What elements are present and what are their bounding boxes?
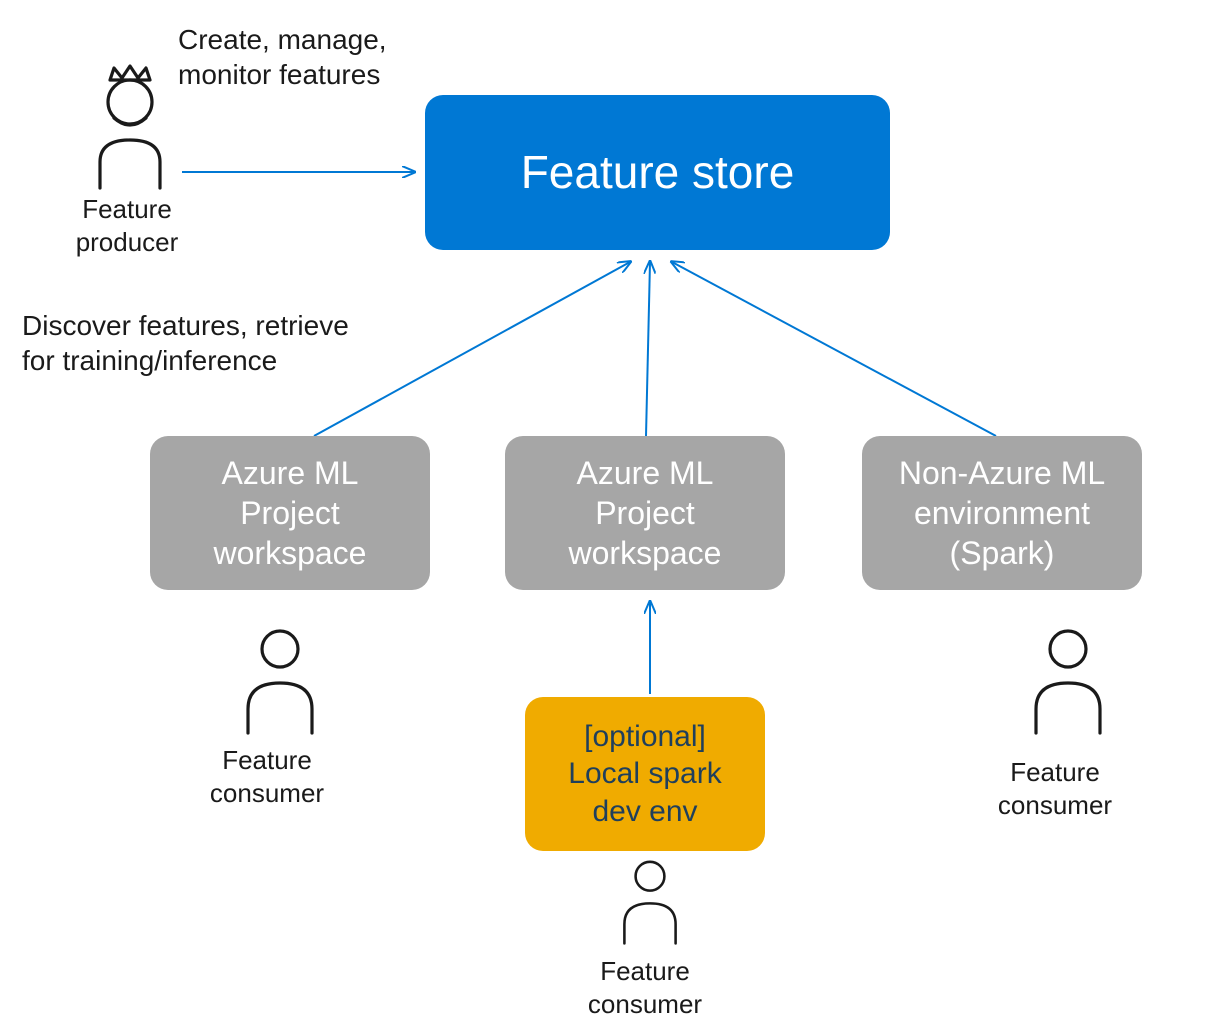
feature-store-diagram: Feature store Azure MLProjectworkspace A…: [0, 0, 1213, 1031]
top-caption: Create, manage,monitor features: [178, 22, 438, 92]
consumer-left-caption-text: Featureconsumer: [210, 745, 324, 808]
producer-caption-text: Featureproducer: [76, 194, 179, 257]
consumer-left-caption: Featureconsumer: [182, 744, 352, 809]
consumer-right-caption: Featureconsumer: [970, 756, 1140, 821]
consumer-mid-icon: [610, 857, 690, 950]
mid-caption-text: Discover features, retrievefor training/…: [22, 310, 349, 376]
workspace-left-node: Azure MLProjectworkspace: [150, 436, 430, 590]
consumer-mid-caption: Featureconsumer: [560, 955, 730, 1020]
consumer-right-caption-text: Featureconsumer: [998, 757, 1112, 820]
mid-caption: Discover features, retrievefor training/…: [22, 308, 422, 378]
feature-store-label: Feature store: [521, 144, 795, 202]
producer-caption: Featureproducer: [62, 193, 192, 258]
consumer-right-icon: [1018, 625, 1118, 740]
consumer-left-icon: [230, 625, 330, 740]
local-spark-label: [optional]Local sparkdev env: [568, 718, 721, 831]
producer-icon: [80, 60, 180, 195]
workspace-mid-label: Azure MLProjectworkspace: [569, 453, 722, 573]
env-right-label: Non-Azure MLenvironment(Spark): [899, 453, 1105, 573]
workspace-mid-node: Azure MLProjectworkspace: [505, 436, 785, 590]
consumer-mid-caption-text: Featureconsumer: [588, 956, 702, 1019]
workspace-left-label: Azure MLProjectworkspace: [214, 453, 367, 573]
feature-store-node: Feature store: [425, 95, 890, 250]
env-right-node: Non-Azure MLenvironment(Spark): [862, 436, 1142, 590]
top-caption-text: Create, manage,monitor features: [178, 24, 387, 90]
local-spark-node: [optional]Local sparkdev env: [525, 697, 765, 851]
